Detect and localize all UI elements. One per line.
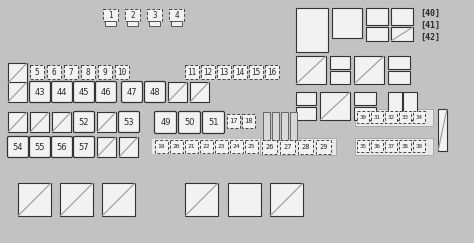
Bar bbox=[272, 112, 279, 140]
Text: 28: 28 bbox=[301, 144, 310, 150]
Text: 24: 24 bbox=[233, 144, 240, 149]
Bar bbox=[97, 137, 116, 157]
Text: 2: 2 bbox=[130, 10, 135, 19]
Text: 36: 36 bbox=[374, 144, 381, 148]
Bar bbox=[18, 183, 51, 216]
Text: 57: 57 bbox=[79, 142, 89, 151]
Bar bbox=[64, 65, 78, 79]
Bar bbox=[119, 137, 138, 157]
Bar bbox=[185, 140, 198, 153]
FancyBboxPatch shape bbox=[73, 137, 94, 157]
Text: 56: 56 bbox=[57, 142, 67, 151]
Bar bbox=[265, 65, 279, 79]
FancyBboxPatch shape bbox=[29, 81, 51, 103]
Bar bbox=[357, 111, 369, 123]
Text: 50: 50 bbox=[184, 118, 195, 127]
FancyBboxPatch shape bbox=[8, 137, 28, 157]
Bar bbox=[399, 111, 411, 123]
FancyBboxPatch shape bbox=[121, 81, 143, 103]
Bar bbox=[185, 65, 199, 79]
Bar bbox=[296, 92, 316, 105]
Bar bbox=[385, 140, 397, 152]
Bar bbox=[52, 112, 71, 132]
Text: 21: 21 bbox=[188, 144, 195, 149]
FancyBboxPatch shape bbox=[73, 112, 94, 132]
Bar bbox=[227, 114, 240, 128]
Bar bbox=[316, 140, 331, 154]
Text: 12: 12 bbox=[203, 68, 213, 77]
Bar bbox=[263, 112, 270, 140]
Bar bbox=[391, 8, 413, 25]
Bar bbox=[330, 56, 350, 69]
Bar bbox=[371, 140, 383, 152]
Bar bbox=[388, 56, 410, 69]
Bar bbox=[332, 8, 362, 38]
Bar bbox=[102, 183, 135, 216]
FancyBboxPatch shape bbox=[118, 112, 139, 132]
Text: 45: 45 bbox=[79, 87, 89, 96]
Bar bbox=[399, 140, 411, 152]
Bar bbox=[30, 65, 44, 79]
FancyBboxPatch shape bbox=[202, 112, 225, 133]
Text: 34: 34 bbox=[416, 114, 422, 120]
Bar bbox=[127, 21, 138, 26]
Text: 33: 33 bbox=[401, 114, 409, 120]
Text: 29: 29 bbox=[319, 144, 328, 150]
Bar bbox=[391, 27, 413, 41]
Bar bbox=[215, 140, 228, 153]
Text: 1: 1 bbox=[108, 10, 113, 19]
Text: 32: 32 bbox=[388, 114, 394, 120]
FancyBboxPatch shape bbox=[52, 81, 73, 103]
Bar bbox=[290, 112, 297, 140]
Text: 13: 13 bbox=[219, 68, 228, 77]
Bar bbox=[385, 111, 397, 123]
FancyBboxPatch shape bbox=[179, 112, 201, 133]
Text: 44: 44 bbox=[57, 87, 67, 96]
Text: 53: 53 bbox=[124, 118, 134, 127]
Text: 51: 51 bbox=[208, 118, 219, 127]
Bar bbox=[371, 111, 383, 123]
Bar bbox=[260, 138, 336, 155]
Text: 19: 19 bbox=[158, 144, 165, 149]
Bar bbox=[169, 9, 184, 21]
Text: 48: 48 bbox=[150, 87, 160, 96]
Bar bbox=[125, 9, 140, 21]
Bar bbox=[354, 92, 376, 105]
Bar bbox=[8, 112, 27, 132]
Bar bbox=[242, 114, 255, 128]
Text: 47: 47 bbox=[127, 87, 137, 96]
Bar bbox=[249, 65, 263, 79]
Bar bbox=[152, 139, 262, 154]
Text: 5: 5 bbox=[35, 68, 39, 77]
Text: 7: 7 bbox=[69, 68, 73, 77]
Bar bbox=[217, 65, 231, 79]
Bar bbox=[98, 65, 112, 79]
Bar bbox=[233, 65, 247, 79]
Text: 26: 26 bbox=[265, 144, 274, 150]
Bar bbox=[296, 56, 326, 84]
Bar bbox=[388, 71, 410, 84]
Text: 14: 14 bbox=[236, 68, 245, 77]
Text: 10: 10 bbox=[118, 68, 127, 77]
Bar bbox=[355, 138, 433, 155]
Text: 20: 20 bbox=[173, 144, 180, 149]
Text: [42]: [42] bbox=[420, 33, 440, 42]
FancyBboxPatch shape bbox=[29, 137, 51, 157]
Text: 15: 15 bbox=[251, 68, 261, 77]
Bar bbox=[8, 82, 27, 102]
Bar bbox=[438, 109, 447, 151]
Text: 9: 9 bbox=[103, 68, 107, 77]
Bar bbox=[47, 65, 61, 79]
Bar bbox=[170, 140, 183, 153]
Text: [41]: [41] bbox=[420, 20, 440, 29]
Bar bbox=[320, 92, 350, 120]
Bar bbox=[115, 65, 129, 79]
Bar bbox=[185, 183, 218, 216]
Bar bbox=[105, 21, 116, 26]
Bar bbox=[230, 140, 243, 153]
Bar bbox=[298, 140, 313, 154]
Text: 8: 8 bbox=[86, 68, 91, 77]
Text: 22: 22 bbox=[203, 144, 210, 149]
Bar bbox=[60, 183, 93, 216]
